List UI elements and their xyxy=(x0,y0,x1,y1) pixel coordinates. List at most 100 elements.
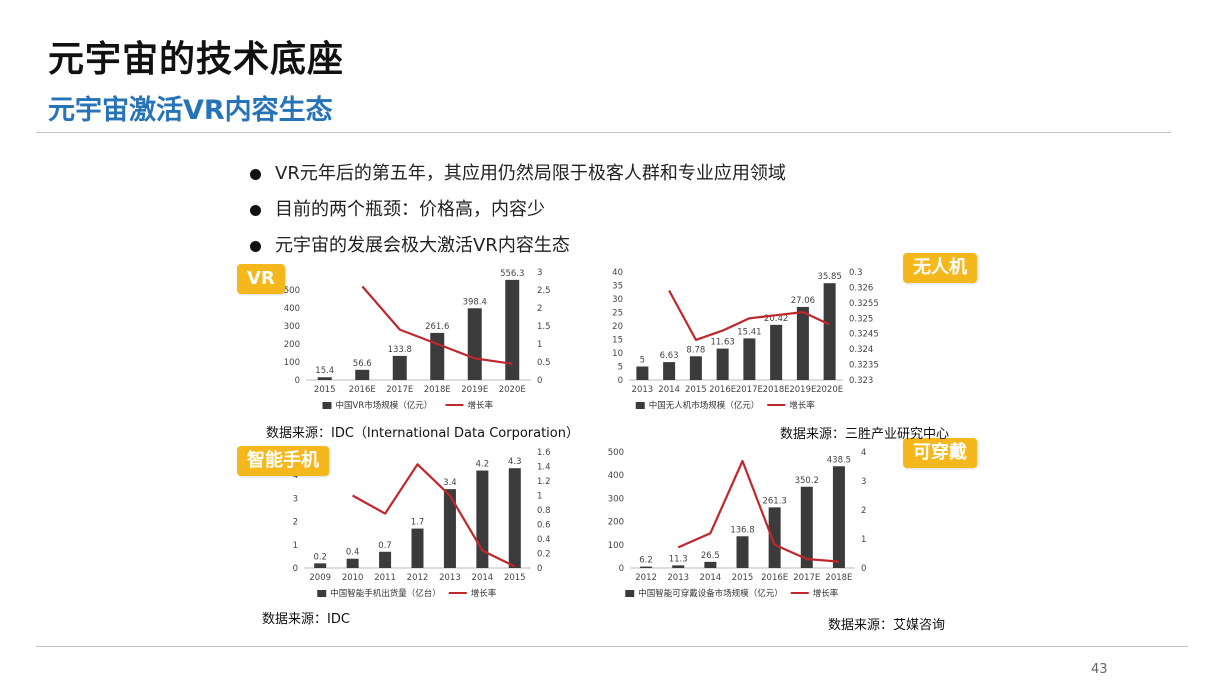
bar xyxy=(716,348,729,380)
x-tick-label: 2019E xyxy=(461,385,488,395)
x-tick-label: 2020E xyxy=(499,385,526,395)
bar-value-label: 0.7 xyxy=(378,541,392,551)
legend-label-bar: 中国智能可穿戴设备市场规模（亿元） xyxy=(638,588,783,599)
bar-value-label: 27.06 xyxy=(791,296,815,306)
bar-value-label: 398.4 xyxy=(463,297,487,307)
bullet-text: 目前的两个瓶颈：价格高，内容少 xyxy=(275,199,545,220)
y2-tick-label: 1.4 xyxy=(537,463,551,473)
x-tick-label: 2018E xyxy=(424,385,451,395)
x-tick-label: 2009 xyxy=(309,573,331,583)
page-subtitle: 元宇宙激活VR内容生态 xyxy=(48,95,333,126)
y2-tick-label: 0.6 xyxy=(537,521,551,531)
y2-tick-label: 0.3235 xyxy=(849,361,879,371)
drone-chart: 0 5 10 15 20 25 30 35 40 0.323 0.3235 0.324 0.3245 0.… xyxy=(607,262,887,422)
x-tick-label: 2015 xyxy=(314,385,336,395)
y2-tick-label: 1 xyxy=(537,492,542,502)
y-tick-label: 500 xyxy=(284,286,300,296)
x-tick-label: 2020E xyxy=(816,385,843,395)
chart-badge-wearable: 可穿戴 xyxy=(903,438,977,468)
y-tick-label: 100 xyxy=(608,541,624,551)
bar-value-label: 5 xyxy=(640,356,645,366)
y-tick-label: 0 xyxy=(293,564,298,574)
bar xyxy=(823,283,836,380)
bar xyxy=(689,356,702,380)
x-tick-label: 2019E xyxy=(789,385,816,395)
bar-value-label: 136.8 xyxy=(730,525,754,535)
bar xyxy=(443,489,456,568)
bar xyxy=(704,561,717,568)
y-tick-label: 30 xyxy=(612,295,623,305)
x-tick-label: 2017E xyxy=(386,385,413,395)
y2-tick-label: 0.325 xyxy=(849,314,873,324)
bar xyxy=(392,355,407,380)
y2-tick-label: 1.5 xyxy=(537,322,551,332)
y2-tick-label: 0.8 xyxy=(537,506,551,516)
y2-tick-label: 0 xyxy=(537,564,542,574)
chart-badge-smartphone: 智能手机 xyxy=(237,446,329,476)
bar xyxy=(663,362,676,380)
bar-value-label: 556.3 xyxy=(500,269,524,279)
y-tick-label: 500 xyxy=(608,448,624,458)
y2-tick-label: 0.3 xyxy=(849,268,863,278)
bar xyxy=(314,563,327,568)
bar xyxy=(796,306,809,380)
y-tick-label: 10 xyxy=(612,349,623,359)
chart-source-wearable: 数据来源：艾媒咨询 xyxy=(828,618,946,633)
bar-value-label: 0.4 xyxy=(346,548,360,558)
x-tick-label: 2013 xyxy=(632,385,654,395)
y-tick-label: 25 xyxy=(612,309,623,319)
bar-value-label: 56.6 xyxy=(353,359,372,369)
chart-svg: 0 100 200 300 400 500 0 1 2 3 4 6.2 2012 11.3 2013 26.5… xyxy=(608,448,867,599)
bar-value-label: 15.4 xyxy=(315,366,334,376)
bullet-text: VR元年后的第五年，其应用仍然局限于极客人群和专业应用领域 xyxy=(275,163,786,184)
bullet-text: 元宇宙的发展会极大激活VR内容生态 xyxy=(275,235,570,256)
y-tick-label: 2 xyxy=(293,518,298,528)
y-tick-label: 100 xyxy=(284,358,300,368)
x-tick-label: 2016E xyxy=(761,573,788,583)
bullet-dot-icon xyxy=(250,168,261,180)
y2-tick-label: 0 xyxy=(861,564,866,574)
chart-source-drone: 数据来源：三胜产业研究中心 xyxy=(780,427,950,442)
bar-value-label: 133.8 xyxy=(388,345,412,355)
top-divider xyxy=(36,132,1171,133)
bar-value-label: 1.7 xyxy=(411,518,425,528)
bar-value-label: 11.3 xyxy=(669,554,688,564)
bar xyxy=(636,366,649,380)
y-tick-label: 1 xyxy=(293,541,298,551)
x-tick-label: 2018E xyxy=(763,385,790,395)
bullet-item: 目前的两个瓶颈：价格高，内容少 xyxy=(250,192,786,228)
x-tick-label: 2014 xyxy=(700,573,722,583)
y2-tick-label: 0.3245 xyxy=(849,330,879,340)
chart-badge-vr: VR xyxy=(237,264,285,294)
legend-label-bar: 中国智能手机出货量（亿台） xyxy=(330,588,441,599)
bar xyxy=(505,279,520,380)
y2-tick-label: 1 xyxy=(537,340,542,350)
chart-svg: 0 100 200 300 400 500 0 0.5 1 1.5 2 2.5 3 15.4 2015 56.… xyxy=(284,268,551,411)
bottom-divider xyxy=(36,646,1188,647)
bar-value-label: 6.2 xyxy=(639,556,653,566)
x-tick-label: 2016E xyxy=(709,385,736,395)
y-tick-label: 300 xyxy=(608,494,624,504)
y2-tick-label: 2 xyxy=(537,304,542,314)
bar-value-label: 0.2 xyxy=(313,552,327,562)
y2-tick-label: 0.3255 xyxy=(849,299,879,309)
legend-label-bar: 中国无人机市场规模（亿元） xyxy=(649,400,760,411)
bar-value-label: 261.3 xyxy=(762,496,786,506)
legend-label-line: 增长率 xyxy=(813,588,839,599)
x-tick-label: 2012 xyxy=(635,573,657,583)
x-tick-label: 2017E xyxy=(736,385,763,395)
y-tick-label: 0 xyxy=(295,376,300,386)
bar-value-label: 26.5 xyxy=(701,551,720,561)
y2-tick-label: 0.5 xyxy=(537,358,551,368)
y2-tick-label: 2 xyxy=(861,506,866,516)
y2-tick-label: 0.323 xyxy=(849,376,873,386)
chart-source-vr: 数据来源：IDC（International Data Corporation） xyxy=(266,426,579,441)
y2-tick-label: 0.2 xyxy=(537,550,551,560)
legend-label-line: 增长率 xyxy=(789,400,815,411)
bullet-list: VR元年后的第五年，其应用仍然局限于极客人群和专业应用领域 目前的两个瓶颈：价格… xyxy=(250,156,786,264)
bar xyxy=(411,528,424,568)
bar xyxy=(800,486,813,568)
bar-value-label: 15.41 xyxy=(737,327,761,337)
y-tick-label: 300 xyxy=(284,322,300,332)
bullet-dot-icon xyxy=(250,240,261,252)
